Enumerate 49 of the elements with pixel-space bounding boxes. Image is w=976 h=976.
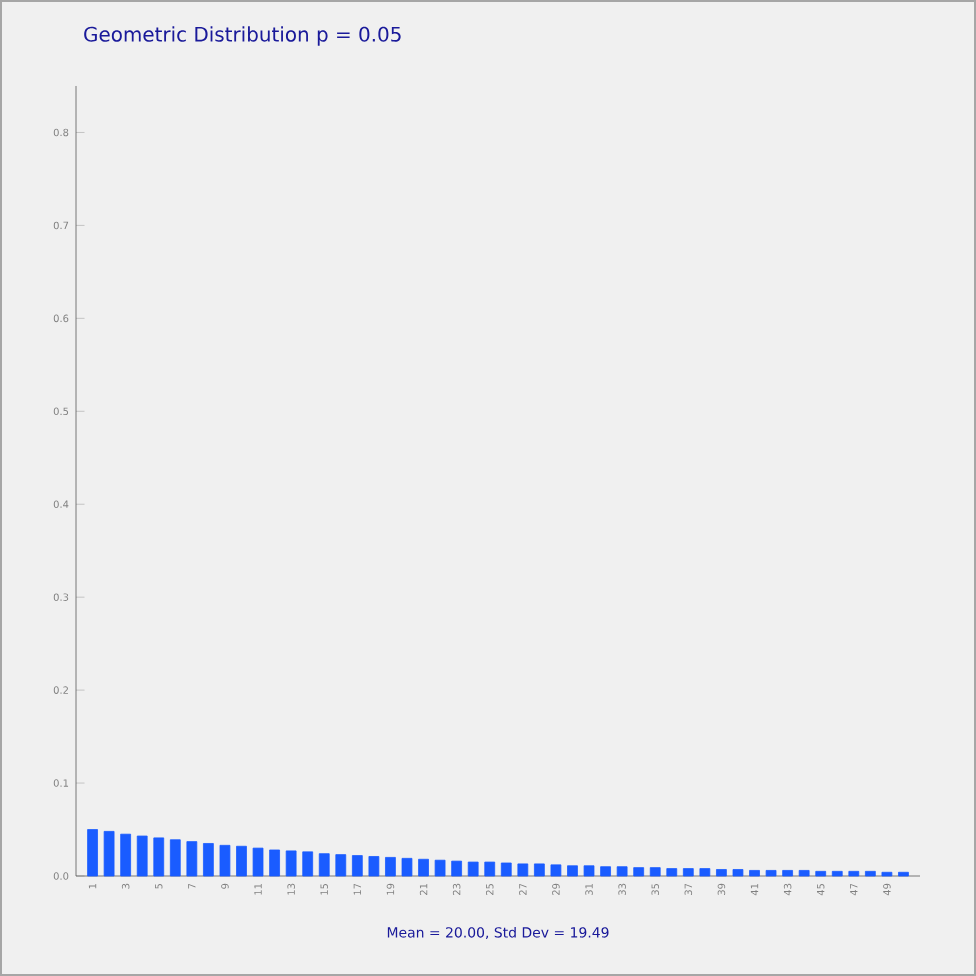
bar: [732, 869, 744, 877]
bar: [600, 866, 611, 877]
bar: [517, 863, 529, 877]
bar: [153, 837, 165, 877]
bar: [649, 867, 661, 877]
bar: [252, 847, 264, 877]
bar: [682, 868, 694, 877]
bar: [848, 870, 860, 877]
bar: [749, 870, 760, 877]
bar: [318, 853, 330, 877]
bar: [534, 863, 545, 877]
chart-title: Geometric Distribution p = 0.05: [84, 26, 401, 46]
bar: [169, 839, 181, 877]
bar: [236, 845, 247, 877]
bar: [136, 835, 148, 877]
bar: [782, 870, 793, 877]
bar: [434, 859, 446, 877]
bar: [87, 829, 98, 877]
bar: [219, 844, 231, 877]
bar: [550, 864, 562, 877]
bar: [815, 870, 827, 877]
bar: [583, 865, 595, 877]
bar: [500, 862, 512, 877]
bar: [385, 857, 396, 877]
bar: [798, 870, 810, 877]
bar: [203, 843, 214, 877]
bar: [633, 867, 645, 877]
bar: [120, 833, 132, 877]
bar: [285, 850, 297, 877]
bar: [368, 856, 380, 877]
bar: [716, 869, 727, 877]
bar: [666, 868, 678, 877]
bar: [616, 866, 628, 877]
bar: [302, 851, 314, 877]
bar: [451, 860, 462, 877]
bar: [831, 870, 843, 877]
bar: [765, 870, 777, 877]
bar: [269, 849, 280, 877]
bar: [351, 855, 363, 877]
bar: [335, 854, 347, 877]
bar: [865, 870, 876, 877]
bar: [401, 857, 413, 877]
bar: [418, 858, 429, 877]
bar: [186, 841, 198, 877]
bar: [103, 830, 115, 877]
bar: [699, 868, 711, 877]
bar: [484, 861, 496, 877]
bar: [467, 861, 479, 877]
bar: [567, 865, 578, 877]
